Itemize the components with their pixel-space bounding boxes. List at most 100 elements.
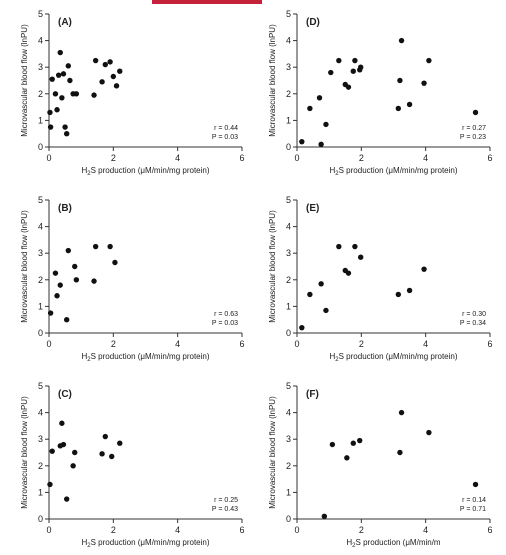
- y-tick-label: 2: [38, 89, 43, 99]
- panel-e: 0 1 2 3 4 5 0 2 4 6 (E) H2S production (μM/min/mg p…: [268, 195, 493, 363]
- data-point: [65, 63, 72, 69]
- y-tick-label: 1: [286, 115, 291, 125]
- y-tick-label: 4: [38, 408, 43, 418]
- x-tick-label: 6: [487, 339, 492, 349]
- x-tick-label: 2: [359, 153, 364, 163]
- x-tick-label: 2: [359, 525, 364, 535]
- data-point: [65, 247, 72, 254]
- x-tick-label: 0: [46, 525, 51, 535]
- y-tick-label: 4: [38, 36, 43, 46]
- y-tick-label: 3: [38, 248, 43, 258]
- data-point: [102, 433, 108, 440]
- data-point: [52, 91, 59, 97]
- data-point: [73, 277, 80, 283]
- panel-c: 0 1 2 3 4 5 0 2 4 6 (C) H2S production (μM/min/mg p…: [20, 381, 245, 549]
- y-tick-label: 5: [38, 381, 43, 391]
- data-point: [113, 83, 120, 89]
- data-point: [110, 73, 117, 80]
- data-point: [426, 429, 432, 436]
- data-point: [57, 49, 63, 56]
- data-point: [91, 92, 97, 98]
- data-point: [109, 453, 115, 460]
- data-point: [421, 266, 427, 272]
- r-value: r = 0.63: [214, 311, 238, 318]
- data-point: [59, 420, 65, 426]
- data-point: [323, 121, 329, 128]
- data-point: [91, 278, 97, 284]
- y-tick-label: 5: [38, 9, 43, 19]
- y-tick-label: 4: [286, 408, 291, 418]
- data-point: [321, 513, 328, 520]
- data-point: [472, 109, 479, 116]
- panel-label: (B): [58, 203, 72, 214]
- panel-label: (C): [58, 389, 72, 400]
- data-point: [323, 307, 329, 314]
- data-point: [55, 72, 62, 78]
- data-point: [67, 77, 73, 84]
- y-axis-title: Microvascular blood flow (lnPU): [268, 210, 277, 323]
- data-point: [59, 95, 65, 101]
- data-point: [318, 141, 324, 148]
- r-value: r = 0.27: [462, 125, 486, 132]
- x-tick-label: 6: [487, 525, 492, 535]
- data-point: [357, 254, 364, 260]
- y-tick-label: 0: [286, 142, 291, 152]
- data-point: [63, 317, 70, 323]
- r-value: r = 0.14: [462, 497, 486, 504]
- y-tick-label: 4: [38, 222, 43, 232]
- data-point: [112, 259, 118, 266]
- y-tick-label: 3: [286, 248, 291, 258]
- data-point: [92, 243, 99, 250]
- y-tick-label: 4: [286, 36, 291, 46]
- data-point: [397, 449, 403, 456]
- data-point: [336, 243, 342, 250]
- p-value: P = 0.34: [460, 320, 486, 327]
- data-point: [316, 95, 323, 101]
- data-point: [350, 68, 356, 74]
- y-axis-title: Microvascular blood flow (lnPU): [268, 396, 277, 509]
- y-axis-title: Microvascular blood flow (lnPU): [20, 396, 29, 509]
- data-point: [344, 455, 350, 461]
- x-tick-label: 6: [239, 525, 244, 535]
- data-point: [345, 270, 352, 276]
- y-tick-label: 5: [286, 9, 291, 19]
- x-axis-title: H2S production (μM/min/mg protein): [82, 166, 210, 177]
- y-tick-label: 2: [38, 461, 43, 471]
- y-tick-label: 3: [38, 62, 43, 72]
- panel-a: 0 1 2 3 4 5 0 2 4 6 (A) H2S production (μM/min/mg p…: [20, 9, 245, 177]
- panel-label: (D): [306, 17, 320, 28]
- data-point: [47, 481, 53, 488]
- y-tick-label: 5: [38, 195, 43, 205]
- data-point: [329, 441, 336, 448]
- panel-label: (A): [58, 17, 72, 28]
- accent-bar: [152, 0, 262, 4]
- y-tick-label: 1: [38, 487, 43, 497]
- x-tick-label: 2: [111, 153, 116, 163]
- p-value: P = 0.23: [460, 134, 486, 141]
- x-axis-title: H2S production (μM/min/m: [346, 538, 441, 549]
- y-axis-title: Microvascular blood flow (lnPU): [20, 24, 29, 137]
- y-tick-label: 2: [286, 275, 291, 285]
- data-point: [336, 57, 342, 64]
- x-tick-label: 4: [423, 525, 428, 535]
- y-tick-label: 5: [286, 195, 291, 205]
- data-point: [72, 449, 78, 456]
- y-tick-label: 3: [286, 434, 291, 444]
- y-tick-label: 3: [38, 434, 43, 444]
- x-axis-title: H2S production (μM/min/mg protein): [82, 538, 210, 549]
- data-point: [328, 69, 334, 76]
- x-tick-label: 6: [239, 339, 244, 349]
- x-tick-label: 6: [239, 153, 244, 163]
- data-point: [406, 101, 413, 108]
- x-axis-title: H2S production (μM/min/mg protein): [330, 352, 458, 363]
- p-value: P = 0.03: [212, 320, 238, 327]
- y-tick-label: 3: [286, 62, 291, 72]
- data-point: [357, 437, 363, 444]
- data-point: [54, 107, 60, 113]
- data-point: [99, 451, 105, 457]
- data-point: [47, 109, 53, 116]
- x-tick-label: 0: [294, 339, 299, 349]
- data-point: [395, 105, 402, 112]
- r-value: r = 0.44: [214, 125, 238, 132]
